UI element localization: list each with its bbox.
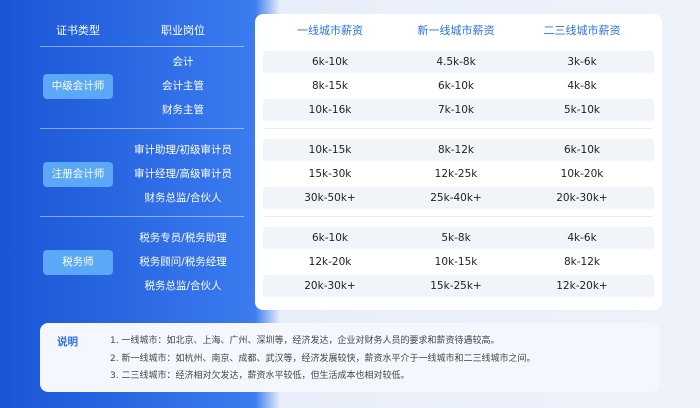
salary: 10k-20k (560, 168, 604, 180)
notes-label: 说明 (57, 336, 78, 348)
salary: 5k-10k (564, 104, 600, 116)
role: 财务主管 (162, 104, 204, 116)
salary: 12k-20k (308, 256, 352, 268)
salary: 4k-6k (567, 232, 597, 244)
role: 审计助理/初级审计员 (133, 144, 233, 156)
salary: 20k-30k+ (304, 280, 356, 292)
group-badge: 中级会计师 (43, 74, 113, 99)
role: 税务总监/合伙人 (144, 280, 222, 292)
role: 税务专员/税务助理 (139, 232, 227, 244)
notes-box (40, 323, 660, 392)
salary: 6k-10k (564, 144, 600, 156)
row-band (263, 99, 654, 121)
role: 税务顾问/税务经理 (139, 256, 227, 268)
group-divider (265, 216, 652, 217)
role: 会计主管 (162, 80, 204, 92)
salary: 8k-12k (438, 144, 474, 156)
row-band (263, 227, 654, 249)
salary: 10k-15k (308, 144, 352, 156)
salary: 6k-10k (312, 56, 348, 68)
group-divider (265, 128, 652, 129)
row-band (263, 275, 654, 297)
salary: 8k-12k (564, 256, 600, 268)
salary: 10k-15k (434, 256, 478, 268)
group-divider (40, 216, 244, 217)
salary: 6k-10k (438, 80, 474, 92)
row-band (263, 139, 654, 161)
header-cell: 职业岗位 (161, 24, 205, 37)
salary: 12k-20k+ (556, 280, 608, 292)
salary: 4.5k-8k (436, 56, 476, 68)
salary: 5k-8k (441, 232, 471, 244)
column-header: 一线城市薪资 (297, 24, 363, 37)
salary: 15k-25k+ (430, 280, 482, 292)
group-divider (40, 128, 244, 129)
row-band (263, 187, 654, 209)
group-badge: 税务师 (43, 250, 113, 275)
salary: 8k-15k (312, 80, 348, 92)
role: 审计经理/高级审计员 (133, 168, 233, 180)
salary: 15k-30k (308, 168, 352, 180)
row-band (263, 51, 654, 73)
salary: 30k-50k+ (304, 192, 356, 204)
salary: 3k-6k (567, 56, 597, 68)
header-divider (40, 46, 244, 47)
role: 财务总监/合伙人 (144, 192, 222, 204)
role: 会计 (172, 56, 194, 68)
salary: 20k-30k+ (556, 192, 608, 204)
salary: 4k-8k (567, 80, 597, 92)
group-badge: 注册会计师 (43, 162, 113, 187)
column-header: 新一线城市薪资 (417, 24, 495, 37)
note-line: 1. 一线城市：如北京、上海、广州、深圳等，经济发达，企业对财务人员的要求和薪资… (110, 336, 500, 346)
note-line: 3. 二三线城市：经济相对欠发达，薪资水平较低，但生活成本也相对较低。 (110, 371, 410, 381)
note-line: 2. 新一线城市：如杭州、南京、成都、武汉等，经济发展较快，薪资水平介于一线城市… (110, 353, 536, 364)
salary: 7k-10k (438, 104, 474, 116)
header-cell: 证书类型 (56, 24, 100, 37)
salary: 25k-40k+ (430, 192, 482, 204)
column-header: 二三线城市薪资 (543, 24, 621, 37)
salary: 6k-10k (312, 232, 348, 244)
salary: 10k-16k (308, 104, 352, 116)
salary: 12k-25k (434, 168, 478, 180)
